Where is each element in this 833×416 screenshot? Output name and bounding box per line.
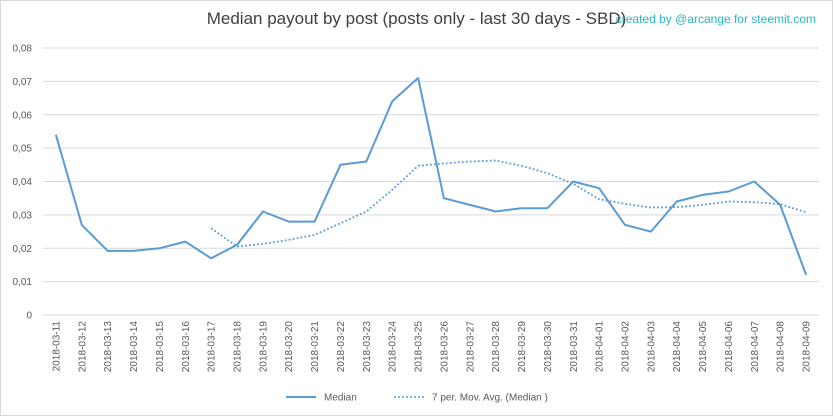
x-tick-label: 2018-04-08 (776, 321, 787, 373)
x-tick-label: 2018-03-27 (465, 321, 476, 373)
legend-label-moving-average: 7 per. Mov. Avg. (Median ) (432, 393, 548, 404)
x-tick-label: 2018-03-18 (233, 321, 244, 373)
x-tick-label: 2018-03-28 (491, 321, 502, 373)
x-tick-label: 2018-03-11 (51, 321, 62, 372)
x-tick-label: 2018-04-07 (750, 321, 761, 373)
x-tick-label: 2018-03-14 (129, 321, 140, 373)
x-tick-label: 2018-03-20 (284, 321, 295, 373)
x-axis-ticks: 2018-03-11 2018-03-12 2018-03-13 2018-03-14… (51, 321, 812, 373)
y-tick-label: 0,07 (13, 77, 33, 88)
y-tick-label: 0,05 (13, 144, 33, 155)
x-tick-label: 2018-03-31 (569, 321, 580, 373)
y-tick-label: 0,04 (13, 177, 33, 188)
median-line (54, 77, 808, 276)
series-lines (54, 77, 808, 276)
x-tick-label: 2018-03-19 (258, 321, 269, 373)
y-tick-label: 0,01 (13, 277, 33, 288)
gridlines (43, 47, 819, 316)
y-tick-label: 0,06 (13, 110, 33, 121)
x-tick-label: 2018-03-12 (77, 321, 88, 373)
moving-average-line (210, 159, 807, 248)
x-tick-label: 2018-03-13 (103, 321, 114, 373)
x-tick-label: 2018-03-22 (336, 321, 347, 373)
y-tick-label: 0 (26, 311, 32, 322)
y-tick-label: 0,03 (13, 210, 33, 221)
credit-text: created by @arcange for steemit.com (615, 12, 816, 26)
y-tick-label: 0,08 (13, 44, 33, 55)
x-tick-label: 2018-03-30 (543, 321, 554, 373)
y-tick-label: 0,02 (13, 244, 33, 255)
x-tick-label: 2018-03-15 (155, 321, 166, 373)
x-tick-label: 2018-03-29 (517, 321, 528, 373)
x-tick-label: 2018-03-25 (414, 321, 425, 373)
x-tick-label: 2018-03-24 (388, 321, 399, 373)
x-tick-label: 2018-04-06 (724, 321, 735, 373)
legend: Median 7 per. Mov. Avg. (Median ) (286, 393, 548, 404)
x-tick-label: 2018-04-09 (802, 321, 813, 373)
x-tick-label: 2018-03-23 (362, 321, 373, 373)
x-tick-label: 2018-04-03 (646, 321, 657, 373)
x-tick-label: 2018-03-16 (181, 321, 192, 373)
x-tick-label: 2018-03-17 (207, 321, 218, 373)
y-axis-ticks: 0 0,01 0,02 0,03 0,04 0,05 0,06 0,07 0,08 (13, 44, 33, 322)
x-tick-label: 2018-04-01 (595, 321, 606, 373)
x-tick-label: 2018-04-02 (621, 321, 632, 373)
legend-label-median: Median (324, 393, 357, 404)
x-tick-label: 2018-04-04 (672, 321, 683, 373)
x-tick-label: 2018-04-05 (698, 321, 709, 373)
x-tick-label: 2018-03-21 (310, 321, 321, 373)
x-tick-label: 2018-03-26 (439, 321, 450, 373)
